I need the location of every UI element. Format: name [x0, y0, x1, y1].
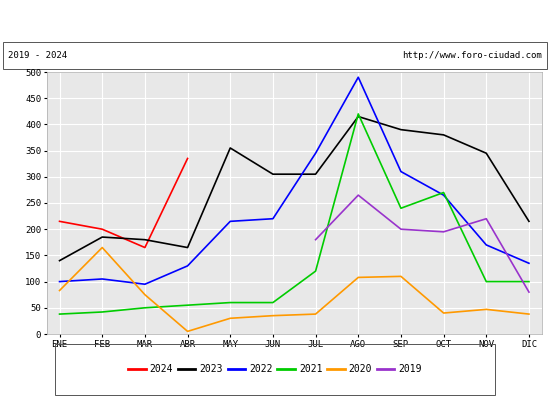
Legend: 2024, 2023, 2022, 2021, 2020, 2019: 2024, 2023, 2022, 2021, 2020, 2019	[124, 360, 426, 378]
Text: 2019 - 2024: 2019 - 2024	[8, 50, 67, 60]
Bar	[55, 344, 495, 395]
Text: Evolucion Nº Turistas Extranjeros en el municipio de Colmenar: Evolucion Nº Turistas Extranjeros en el …	[46, 14, 504, 26]
Text: http://www.foro-ciudad.com: http://www.foro-ciudad.com	[402, 50, 542, 60]
